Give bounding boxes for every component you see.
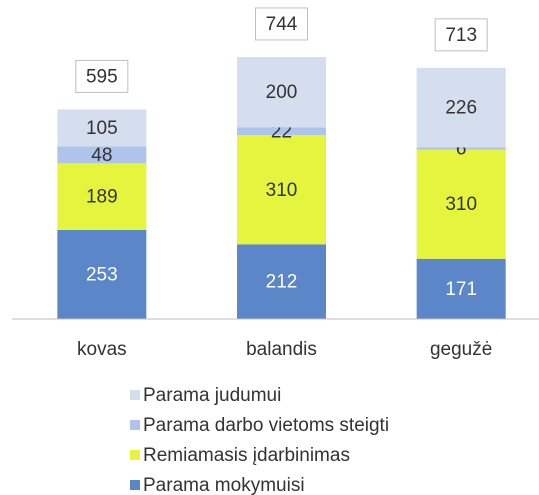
- data-label: 200: [266, 82, 298, 103]
- legend-swatch: [130, 450, 140, 460]
- data-label: 105: [86, 118, 118, 139]
- legend-swatch: [130, 480, 140, 490]
- total-box: [75, 59, 129, 93]
- x-tick-label: gegužė: [430, 339, 492, 360]
- total-label: 595: [86, 66, 118, 87]
- x-tick-label: balandis: [246, 339, 317, 360]
- legend-swatch: [130, 420, 140, 430]
- data-label: 6: [456, 139, 467, 160]
- data-label: 171: [445, 279, 477, 300]
- bar-segment: [416, 67, 506, 148]
- legend-label: Parama darbo vietoms steigti: [143, 415, 389, 436]
- bar-segment: [416, 147, 506, 150]
- bar-segment: [237, 56, 326, 128]
- total-box: [434, 18, 488, 52]
- legend-label: Remiamasis įdarbinimas: [143, 445, 350, 466]
- bar-segment: [57, 109, 147, 147]
- data-label: 189: [86, 187, 118, 208]
- data-label: 253: [86, 264, 118, 285]
- bar-segment: [237, 244, 326, 319]
- data-label: 310: [445, 194, 477, 215]
- legend-swatch: [130, 390, 140, 400]
- x-tick-label: kovas: [77, 339, 127, 360]
- bar-segment: [57, 163, 147, 230]
- legend-label: Parama judumui: [143, 385, 281, 406]
- total-label: 744: [266, 14, 298, 35]
- bar-segment: [237, 135, 326, 245]
- bar-segment: [416, 258, 506, 319]
- legend-label: Parama mokymuisi: [143, 475, 305, 495]
- data-label: 226: [445, 98, 477, 119]
- bar-segment: [237, 127, 326, 136]
- data-label: 212: [266, 272, 298, 293]
- bar-segment: [57, 229, 147, 319]
- data-label: 48: [91, 145, 112, 166]
- total-box: [255, 7, 308, 41]
- bar-segment: [416, 149, 506, 259]
- bar-segment: [57, 146, 147, 164]
- data-label: 310: [266, 180, 298, 201]
- total-label: 713: [445, 25, 477, 46]
